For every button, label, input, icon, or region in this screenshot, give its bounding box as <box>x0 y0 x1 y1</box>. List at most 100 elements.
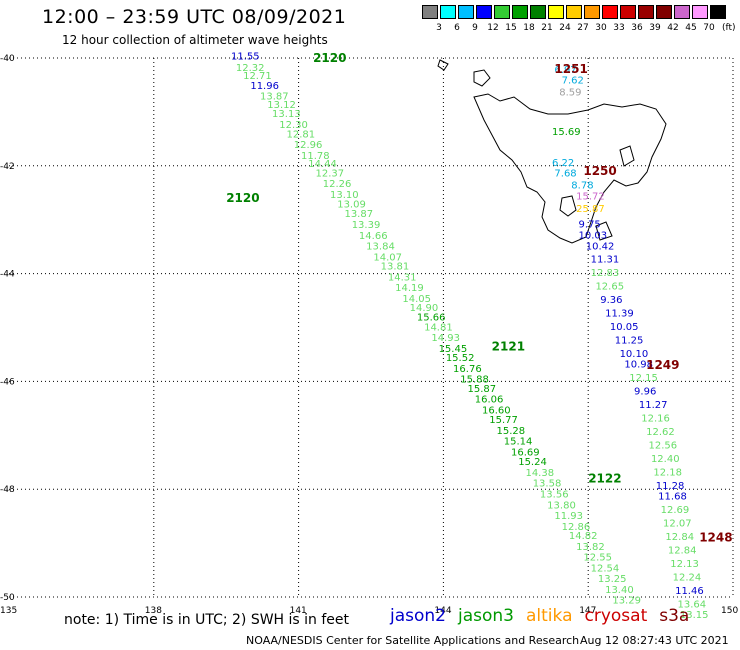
swh-value: 13.80 <box>547 500 576 511</box>
legend-swatch <box>476 5 492 19</box>
swh-value: 12.32 <box>236 63 265 74</box>
swh-value: 13.12 <box>267 100 296 111</box>
swh-value: 12.24 <box>673 573 702 584</box>
swh-value: 16.76 <box>453 364 482 375</box>
swh-value: 15.45 <box>439 344 468 355</box>
swh-value: 13.40 <box>605 585 634 596</box>
swh-value: 13.82 <box>576 542 605 553</box>
swh-value: 10.03 <box>579 230 608 241</box>
swh-value: 10.05 <box>610 322 639 333</box>
swh-value: 12.55 <box>583 553 612 564</box>
legend-label: 42 <box>667 23 679 33</box>
legend-swatch <box>602 5 618 19</box>
legend-label: 9 <box>472 23 478 33</box>
lon-tick-label: 141 <box>290 606 307 616</box>
legend-label: 21 <box>541 23 553 33</box>
swh-value: 15.14 <box>504 437 533 448</box>
swh-value: 11.55 <box>231 51 260 62</box>
swh-value: 10.98 <box>624 360 653 371</box>
swh-value: 14.90 <box>410 303 439 314</box>
swh-value: 13.58 <box>533 479 562 490</box>
legend-swatch <box>494 5 510 19</box>
swh-value: 11.96 <box>250 81 279 92</box>
pass-number: 1250 <box>583 164 616 178</box>
legend-swatch <box>638 5 654 19</box>
swh-value: 13.10 <box>330 190 359 201</box>
swh-value: 13.56 <box>540 490 569 501</box>
legend-label: 30 <box>595 23 607 33</box>
legend-label: 45 <box>685 23 697 33</box>
legend-swatch <box>512 5 528 19</box>
swh-value: 25.87 <box>576 204 605 215</box>
tasmania-coastline <box>437 59 667 244</box>
swh-value: 15.72 <box>576 191 605 202</box>
swh-value: 14.19 <box>395 283 424 294</box>
swh-value: 16.69 <box>511 447 540 458</box>
swh-value: 14.66 <box>359 231 388 242</box>
swh-value: 13.29 <box>612 596 641 607</box>
pass-number: 2120 <box>313 51 346 65</box>
legend-swatch <box>458 5 474 19</box>
swh-value: 14.38 <box>525 468 554 479</box>
legend-label: 18 <box>523 23 535 33</box>
swh-value: 12.26 <box>323 179 352 190</box>
swh-value: 13.13 <box>272 109 301 120</box>
satellite-name: cryosat <box>584 606 648 626</box>
swh-value: 12.37 <box>315 168 344 179</box>
legend-swatch <box>710 5 726 19</box>
swh-value: 12.16 <box>641 414 670 425</box>
swh-value: 10.10 <box>620 349 649 360</box>
lon-tick-label: 138 <box>145 606 162 616</box>
legend-swatch <box>422 5 438 19</box>
legend-swatch <box>674 5 690 19</box>
lon-tick-label: 144 <box>434 606 451 616</box>
satellite-name: jason3 <box>458 606 514 626</box>
legend-swatch <box>548 5 564 19</box>
legend-label: 33 <box>613 23 625 33</box>
swh-value: 11.28 <box>656 481 685 492</box>
swh-value: 14.05 <box>402 294 431 305</box>
swh-value: 9.36 <box>600 295 622 306</box>
swh-value: 12.56 <box>649 440 678 451</box>
page-title: 12:00 – 23:59 UTC 08/09/2021 <box>42 6 347 28</box>
swh-value: 13.87 <box>260 92 289 103</box>
lon-tick-label: 150 <box>721 606 738 616</box>
swh-value: 11.93 <box>554 511 583 522</box>
swh-value: 13.81 <box>381 262 410 273</box>
swh-value: 15.88 <box>460 375 489 386</box>
legend-unit: (ft) <box>722 23 736 33</box>
satellite-key: jason2 jason3 altika cryosat s3a <box>390 606 701 626</box>
swh-value: 14.81 <box>424 322 453 333</box>
swh-value: 13.87 <box>344 209 373 220</box>
legend-swatch <box>656 5 672 19</box>
lat-tick-label: -50 <box>0 593 15 603</box>
swh-value: 12.96 <box>294 140 323 151</box>
swh-value: 11.39 <box>605 308 634 319</box>
swh-value: 11.46 <box>675 586 704 597</box>
map-grid: 135 138 141 144 147 150 -40 -42 -44 -46 -48 -50 <box>0 54 738 616</box>
swh-value: 13.84 <box>366 242 395 253</box>
swh-value: 8.78 <box>571 181 593 192</box>
swh-value: 11.31 <box>591 255 620 266</box>
legend-label: 39 <box>649 23 661 33</box>
swh-value: 11.25 <box>615 335 644 346</box>
swh-value: 12.54 <box>591 563 620 574</box>
swh-value: 13.25 <box>598 574 627 585</box>
swh-value: 11.27 <box>639 400 668 411</box>
swh-value: 15.28 <box>496 426 525 437</box>
swh-value: 14.07 <box>373 252 402 263</box>
legend-label: 36 <box>631 23 643 33</box>
satellite-name: jason2 <box>390 606 446 626</box>
swh-value: 7.62 <box>562 76 584 87</box>
pass-number: 1249 <box>646 358 679 372</box>
credit-line: NOAA/NESDIS Center for Satellite Applica… <box>246 634 580 647</box>
swh-value: 12.81 <box>287 129 316 140</box>
legend-swatch <box>566 5 582 19</box>
footnote: note: 1) Time is in UTC; 2) SWH is in fe… <box>64 612 350 628</box>
swh-value: 12.69 <box>661 505 690 516</box>
lat-tick-label: -46 <box>0 377 15 387</box>
swh-value: 15.66 <box>417 313 446 324</box>
swh-value: 14.31 <box>388 272 417 283</box>
swh-value: 9.75 <box>579 219 601 230</box>
